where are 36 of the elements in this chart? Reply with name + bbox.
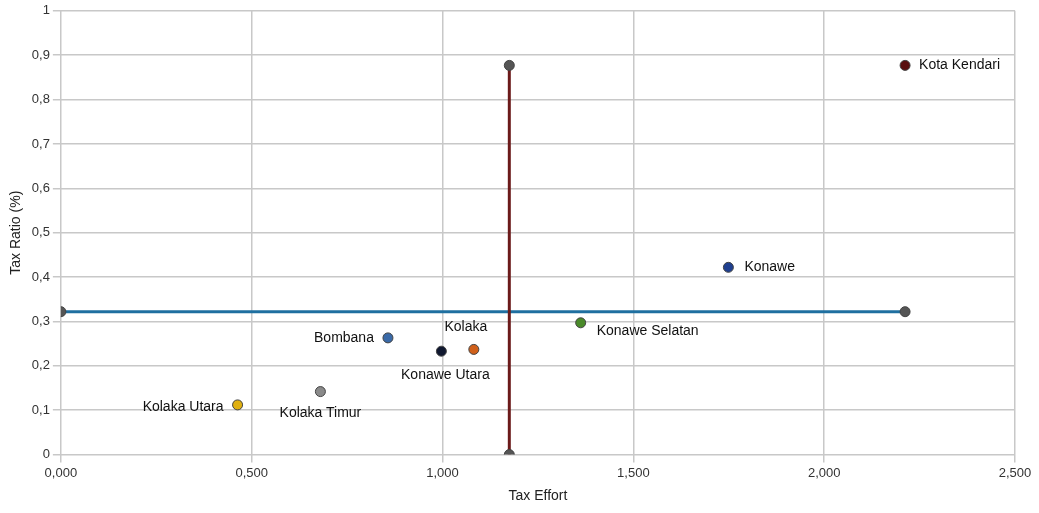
series-label: Konawe Utara [401,366,490,383]
y-tick-label: 0,2 [31,357,50,373]
x-tick-label: 1,500 [617,464,650,480]
y-tick-label: 0,6 [31,179,50,195]
y-tick-label: 0,3 [31,313,50,329]
y-axis-title: Tax Ratio (%) [7,190,24,275]
y-tick-label: 0,7 [31,135,50,151]
x-tick-label: 2,500 [998,464,1032,480]
series-label: Konawe Selatan [596,321,699,338]
y-tick-label: 1 [42,2,50,18]
point [468,343,480,355]
x-tick-label: 0,500 [235,464,268,480]
point [232,399,244,411]
point [722,261,734,273]
series-label: Kolaka Utara [142,397,224,414]
y-tick-label: 0,9 [31,46,50,62]
y-tick-label: 0,5 [31,224,50,240]
x-tick-label: 2,000 [807,464,841,480]
series-label: Kolaka [444,318,488,335]
x-tick-label: 0,000 [44,464,78,480]
point [575,317,587,329]
series-label: Kolaka Timur [279,404,362,421]
y-tick-label: 0,1 [31,401,50,417]
point [314,386,326,398]
point [435,345,447,357]
y-tick-label: 0,4 [31,268,50,284]
y-tick-label: 0 [42,446,50,462]
series-label: Bombana [314,328,375,345]
point [382,332,394,344]
x-tick-label: 1,000 [426,464,459,480]
point [899,59,911,71]
series-label: Kota Kendari [919,56,1001,73]
y-tick-label: 0,8 [31,91,50,107]
x-axis-title: Tax Effort [508,487,568,504]
series-label: Konawe [744,258,796,275]
point [503,59,515,71]
